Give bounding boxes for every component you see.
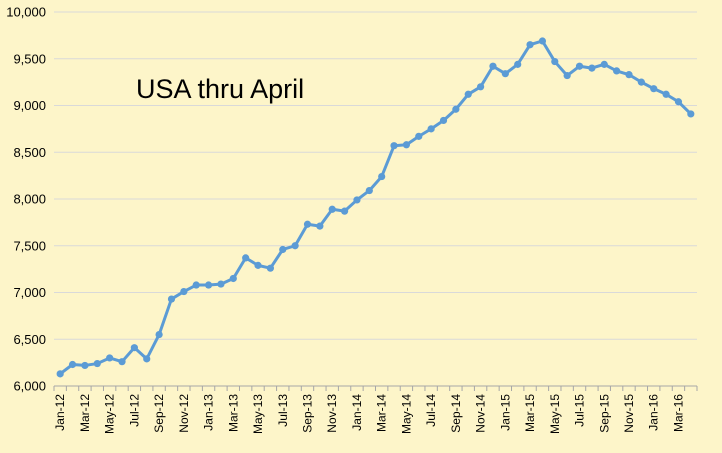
data-point — [340, 207, 349, 215]
y-tick-label: 8,000 — [13, 192, 46, 207]
data-point — [217, 280, 225, 288]
data-point — [625, 71, 633, 79]
data-point — [291, 242, 299, 250]
data-point — [378, 172, 386, 181]
y-tick-label: 9,500 — [13, 51, 46, 66]
data-point — [279, 245, 287, 254]
data-point — [118, 358, 126, 366]
gridlines — [54, 11, 697, 340]
y-axis-tick-labels: 6,000 6,500 7,000 7,500 8,000 8,500 9,000 9,500… — [6, 5, 46, 394]
data-point — [93, 359, 101, 368]
x-tick-label: Jan-14 — [350, 394, 364, 431]
data-point — [650, 85, 658, 93]
x-tick-label: Jan-15 — [498, 394, 512, 431]
data-point — [687, 110, 695, 118]
data-point — [254, 261, 262, 269]
data-point — [637, 78, 645, 86]
data-point — [452, 105, 460, 113]
data-point — [328, 205, 336, 213]
data-point — [180, 287, 188, 296]
data-point — [662, 90, 670, 98]
x-tick-label: Nov-13 — [325, 394, 339, 433]
data-point — [439, 116, 448, 125]
series-group — [56, 37, 695, 378]
data-point — [316, 222, 324, 230]
data-point — [477, 83, 485, 91]
y-tick-label: 9,000 — [13, 98, 46, 113]
data-point — [415, 132, 423, 140]
x-tick-label: Sep-15 — [597, 394, 611, 433]
data-point — [390, 142, 398, 150]
x-tick-label: May-15 — [548, 394, 562, 434]
data-point — [266, 264, 274, 272]
y-tick-label: 7,000 — [13, 285, 46, 300]
y-tick-label: 6,000 — [13, 379, 46, 394]
data-point — [526, 41, 534, 49]
x-tick-label: Mar-16 — [671, 394, 685, 432]
data-point — [68, 360, 77, 369]
data-point — [56, 370, 64, 378]
x-tick-label: Sep-13 — [300, 394, 314, 433]
data-point — [130, 344, 138, 352]
data-point — [204, 281, 213, 289]
x-tick-label: Mar-13 — [226, 394, 240, 432]
series-line — [58, 39, 693, 376]
x-tick-label: May-13 — [251, 394, 265, 434]
chart-title: USA thru April — [136, 74, 304, 104]
data-point — [464, 90, 472, 98]
x-tick-label: Sep-12 — [152, 394, 166, 433]
x-axis-tick-labels: Jan-12 Mar-12 May-12 Jul-12 Sep-12 Nov-12 Jan-… — [53, 394, 685, 434]
data-point — [229, 274, 237, 283]
data-point — [192, 281, 200, 289]
x-tick-label: Sep-14 — [449, 394, 463, 433]
y-tick-label: 8,500 — [13, 145, 46, 160]
x-tick-label: Jan-16 — [647, 394, 661, 431]
x-axis — [53, 385, 698, 391]
data-point — [81, 361, 89, 370]
data-point — [575, 62, 584, 70]
data-point — [242, 254, 250, 262]
x-tick-label: Jan-13 — [202, 394, 216, 431]
data-point — [402, 141, 411, 149]
data-point — [353, 196, 361, 204]
x-tick-label: May-12 — [103, 394, 117, 434]
x-tick-label: Mar-12 — [78, 394, 92, 432]
data-point — [674, 98, 683, 106]
data-point — [538, 37, 547, 45]
y-tick-label: 10,000 — [6, 5, 46, 20]
x-tick-label: Jul-13 — [276, 394, 290, 427]
data-point — [600, 60, 608, 68]
data-point — [563, 71, 571, 80]
x-tick-label: Nov-14 — [474, 394, 488, 433]
data-point — [155, 330, 163, 339]
data-point — [514, 60, 522, 68]
data-point — [551, 57, 559, 66]
data-point — [501, 70, 509, 78]
x-tick-label: Mar-15 — [523, 394, 537, 432]
x-tick-label: Jul-12 — [127, 394, 141, 427]
data-point — [489, 62, 497, 70]
x-tick-label: Jul-14 — [424, 394, 438, 427]
data-point — [303, 220, 312, 228]
data-point — [167, 295, 176, 303]
data-point — [588, 64, 596, 72]
x-tick-label: Nov-15 — [622, 394, 636, 433]
x-tick-label: May-14 — [399, 394, 413, 434]
x-tick-label: Mar-14 — [375, 394, 389, 432]
x-tick-label: Jan-12 — [53, 394, 67, 431]
x-tick-label: Nov-12 — [177, 394, 191, 433]
data-point — [106, 354, 114, 362]
data-point — [613, 67, 621, 75]
x-tick-label: Jul-15 — [573, 394, 587, 427]
y-tick-label: 6,500 — [13, 332, 46, 347]
y-tick-label: 7,500 — [13, 238, 46, 253]
data-point — [427, 125, 435, 133]
data-point — [365, 186, 373, 195]
data-point — [143, 355, 151, 363]
